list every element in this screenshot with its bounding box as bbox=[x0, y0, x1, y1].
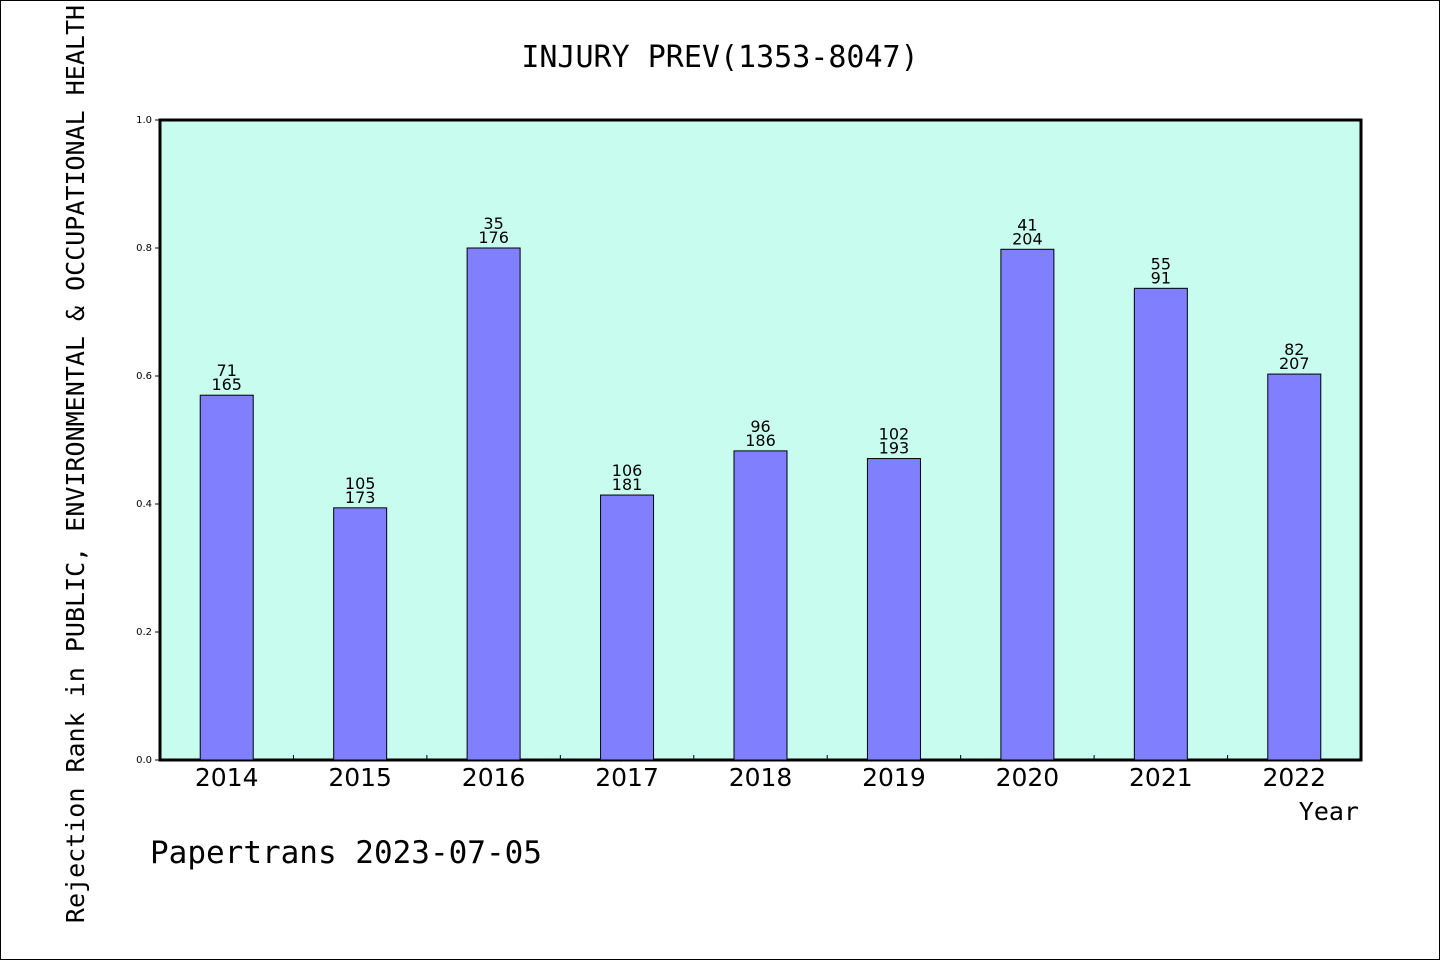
bar-label-top: 82 bbox=[1284, 340, 1304, 359]
bar-2014 bbox=[199, 394, 254, 761]
bar-label-bottom: 165 bbox=[211, 375, 242, 394]
x-tick-label: 2022 bbox=[1262, 763, 1326, 792]
bar-2018 bbox=[733, 450, 788, 761]
x-tick-label: 2014 bbox=[195, 763, 259, 792]
bar-2020 bbox=[1000, 248, 1055, 761]
bar-label-top: 106 bbox=[612, 461, 643, 480]
bar-2016 bbox=[466, 247, 521, 761]
chart-title: INJURY PREV(1353-8047) bbox=[521, 40, 918, 75]
bar-2015 bbox=[333, 507, 388, 761]
x-tick-label: 2019 bbox=[862, 763, 926, 792]
x-tick-label: 2021 bbox=[1129, 763, 1193, 792]
bar-label-bottom: 173 bbox=[345, 488, 376, 507]
bar-2021 bbox=[1133, 287, 1188, 761]
bar-label-top: 102 bbox=[879, 425, 910, 444]
bar-label-top: 35 bbox=[483, 214, 503, 233]
bar-label-bottom: 207 bbox=[1279, 354, 1310, 373]
x-axis: 2014 2015 2016 2017 2018 2019 2020 2021 2022 bbox=[195, 755, 1326, 792]
bar-label-bottom: 176 bbox=[478, 228, 509, 247]
bar-label-bottom: 204 bbox=[1012, 229, 1043, 248]
bar-2022 bbox=[1267, 373, 1322, 761]
y-axis: 0.0 0.2 0.4 0.6 0.8 1.0 bbox=[136, 115, 160, 766]
x-tick-label: 2018 bbox=[729, 763, 793, 792]
y-tick-label: 0.4 bbox=[136, 499, 152, 510]
bar-label-bottom: 193 bbox=[879, 439, 910, 458]
y-axis-label: Rejection Rank in PUBLIC, ENVIRONMENTAL … bbox=[61, 5, 90, 923]
y-tick-label: 1.0 bbox=[136, 115, 152, 126]
x-axis-label: Year bbox=[1299, 797, 1359, 826]
x-tick-label: 2015 bbox=[328, 763, 392, 792]
y-tick-label: 0.8 bbox=[136, 243, 152, 254]
y-tick-label: 0.6 bbox=[136, 371, 152, 382]
bar-label-bottom: 181 bbox=[612, 475, 643, 494]
bar-label-top: 71 bbox=[217, 361, 237, 380]
bar-label-bottom: 186 bbox=[745, 431, 776, 450]
footer-credit: Papertrans 2023-07-05 bbox=[150, 835, 542, 871]
bar-2017 bbox=[600, 494, 655, 761]
x-tick-label: 2016 bbox=[462, 763, 526, 792]
bar-label-top: 105 bbox=[345, 474, 376, 493]
bar-label-bottom: 91 bbox=[1151, 268, 1171, 287]
bar-label-top: 41 bbox=[1017, 215, 1037, 234]
y-tick-label: 0.0 bbox=[136, 755, 152, 766]
bar-label-top: 55 bbox=[1151, 254, 1171, 273]
bar-label-top: 96 bbox=[750, 417, 770, 436]
x-tick-label: 2020 bbox=[996, 763, 1060, 792]
x-tick-label: 2017 bbox=[595, 763, 659, 792]
bar-2019 bbox=[866, 458, 921, 761]
y-tick-label: 0.2 bbox=[136, 627, 152, 638]
